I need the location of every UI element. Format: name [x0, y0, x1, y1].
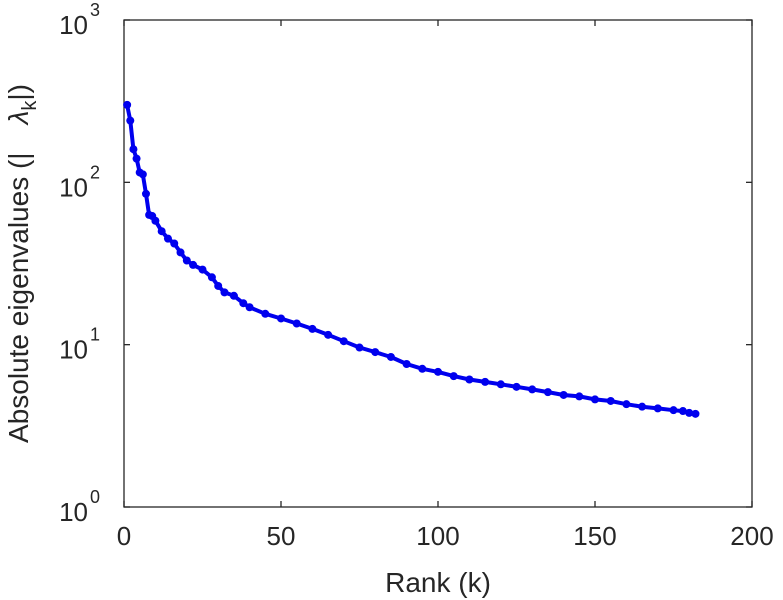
data-point [138, 170, 147, 179]
x-tick-label: 50 [267, 521, 296, 551]
x-tick-label: 200 [730, 521, 773, 551]
y-axis-label-main: Absolute eigenvalues (| [3, 152, 34, 443]
data-point [157, 227, 166, 236]
data-point [386, 352, 395, 361]
data-point [126, 116, 135, 125]
y-tick-label: 10 [59, 497, 88, 527]
data-point [292, 319, 301, 328]
x-axis-ticks: 0 50 100 150 200 [117, 20, 774, 551]
data-point [622, 400, 631, 409]
data-point [198, 265, 207, 274]
data-point [239, 299, 248, 308]
data-point [559, 390, 568, 399]
data-point [141, 189, 150, 198]
data-series-layer [123, 100, 700, 418]
plot-area-frame [123, 19, 753, 508]
data-point [528, 385, 537, 394]
data-point [685, 408, 694, 417]
data-point [214, 281, 223, 290]
data-point [465, 375, 474, 384]
data-point [151, 216, 160, 225]
data-point [339, 337, 348, 346]
data-point [355, 343, 364, 352]
data-point [449, 372, 458, 381]
data-point [575, 392, 584, 401]
y-tick-exponent: 3 [90, 0, 100, 20]
data-point [277, 314, 285, 323]
data-point [434, 367, 442, 376]
x-tick-label: 0 [117, 521, 131, 551]
data-point [371, 348, 380, 357]
y-tick-label: 10 [59, 335, 88, 365]
data-point [678, 407, 687, 416]
data-point [220, 288, 229, 297]
y-tick-label: 10 [59, 10, 88, 40]
y-axis-label-close: |) [3, 84, 34, 101]
data-point [691, 409, 700, 418]
data-point [496, 380, 505, 389]
data-point [229, 291, 238, 300]
data-point [308, 324, 317, 333]
data-point [402, 360, 411, 369]
data-point [481, 377, 490, 386]
data-point [132, 154, 141, 163]
series-line [125, 102, 698, 416]
data-point [189, 260, 198, 269]
data-point [261, 309, 270, 318]
y-axis-label: Absolute eigenvalues (| λk|) [3, 84, 41, 443]
data-point [543, 388, 552, 397]
data-point [163, 234, 172, 243]
y-tick-exponent: 0 [90, 487, 100, 507]
data-point [245, 303, 254, 312]
data-point [207, 273, 216, 282]
data-point [324, 330, 333, 339]
y-tick-label: 10 [59, 172, 88, 202]
data-point [591, 395, 599, 404]
y-axis-label-subscript: k [19, 100, 41, 111]
x-axis-label: Rank (k) [385, 567, 491, 598]
y-tick-exponent: 1 [90, 325, 100, 345]
data-point [176, 248, 185, 257]
data-point [653, 404, 662, 413]
data-point [669, 406, 678, 415]
data-point [182, 256, 191, 265]
data-point [418, 364, 427, 373]
data-point [638, 402, 647, 411]
data-point [512, 382, 521, 391]
data-point [606, 396, 615, 405]
data-point [129, 145, 138, 154]
y-tick-exponent: 2 [90, 162, 100, 182]
y-axis-label-lambda: λ [3, 111, 34, 127]
data-point [170, 239, 179, 248]
x-tick-label: 100 [416, 521, 459, 551]
data-point [123, 100, 132, 109]
x-tick-label: 150 [573, 521, 616, 551]
